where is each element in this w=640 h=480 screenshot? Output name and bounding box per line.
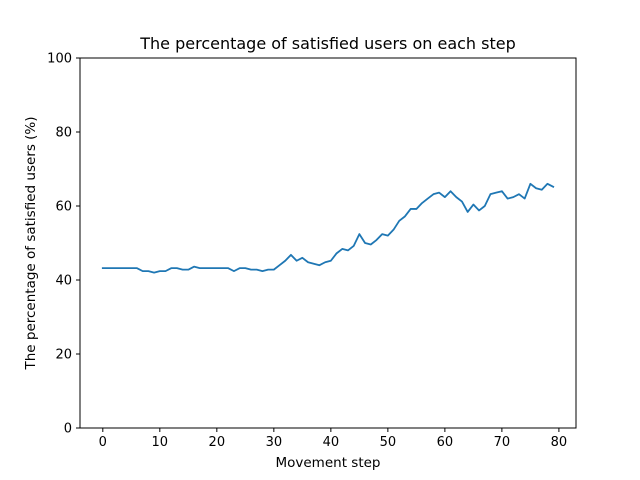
x-axis-label: Movement step bbox=[275, 455, 380, 471]
y-tick-label: 100 bbox=[47, 52, 72, 67]
axis-ticks: 0 10 20 30 40 50 60 70 80 0 20 40 60 80 100 bbox=[47, 52, 567, 451]
y-tick-label: 80 bbox=[55, 126, 72, 141]
plot-frame bbox=[79, 57, 577, 429]
y-tick-label: 20 bbox=[55, 348, 72, 363]
x-tick-label: 10 bbox=[152, 435, 169, 450]
x-tick-label: 70 bbox=[494, 435, 511, 450]
plot-area bbox=[80, 58, 576, 428]
x-tick-label: 50 bbox=[380, 435, 397, 450]
y-tick-label: 40 bbox=[55, 274, 72, 289]
y-tick-label: 0 bbox=[64, 422, 72, 437]
y-axis-label: The percentage of satisfied users (%) bbox=[23, 116, 39, 370]
x-tick-label: 60 bbox=[437, 435, 454, 450]
series-line bbox=[101, 182, 555, 274]
chart-title: The percentage of satisfied users on eac… bbox=[139, 34, 516, 53]
y-tick-label: 60 bbox=[55, 200, 72, 215]
x-tick-label: 40 bbox=[323, 435, 340, 450]
x-tick-label: 20 bbox=[209, 435, 226, 450]
x-tick-label: 0 bbox=[99, 435, 107, 450]
x-tick-label: 80 bbox=[551, 435, 568, 450]
x-tick-label: 30 bbox=[266, 435, 283, 450]
